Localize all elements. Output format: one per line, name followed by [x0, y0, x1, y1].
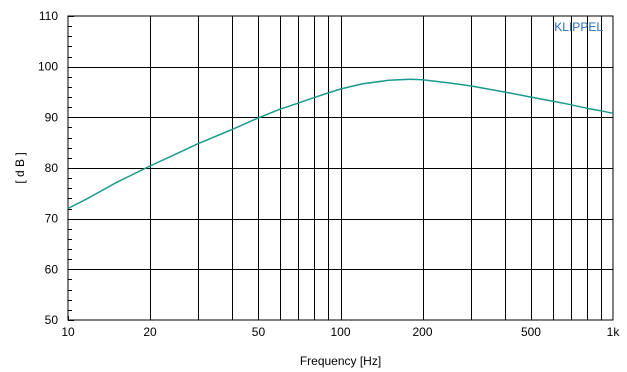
- brand-label: KLIPPEL: [554, 20, 603, 34]
- x-tick-labels: 10 20 50 100 200 500 1k: [61, 325, 620, 339]
- response-curve: [67, 78, 614, 210]
- x-tick-label: 20: [143, 325, 157, 339]
- y-tick-label: 100: [38, 60, 58, 74]
- y-tick-label: 60: [45, 262, 59, 276]
- y-tick-label: 90: [45, 110, 59, 124]
- curve-layer: [67, 78, 614, 210]
- y-tick-label: 50: [45, 313, 59, 327]
- x-tick-label: 1k: [607, 325, 621, 339]
- y-tick-label: 110: [39, 9, 58, 23]
- x-tick-label: 100: [330, 325, 350, 339]
- x-axis-title: Frequency [Hz]: [300, 354, 381, 368]
- x-tick-label: 500: [521, 325, 541, 339]
- x-tick-label: 50: [252, 325, 266, 339]
- y-tick-label: 80: [45, 161, 59, 175]
- y-tick-label: 70: [45, 212, 59, 226]
- major-grid: [68, 16, 613, 320]
- y-axis-title: [ d B ]: [13, 152, 27, 183]
- x-tick-label: 10: [61, 325, 75, 339]
- plot-frame: [67, 15, 614, 321]
- y-tick-labels: 50 60 70 80 90 100 110: [38, 9, 58, 327]
- x-tick-label: 200: [413, 325, 433, 339]
